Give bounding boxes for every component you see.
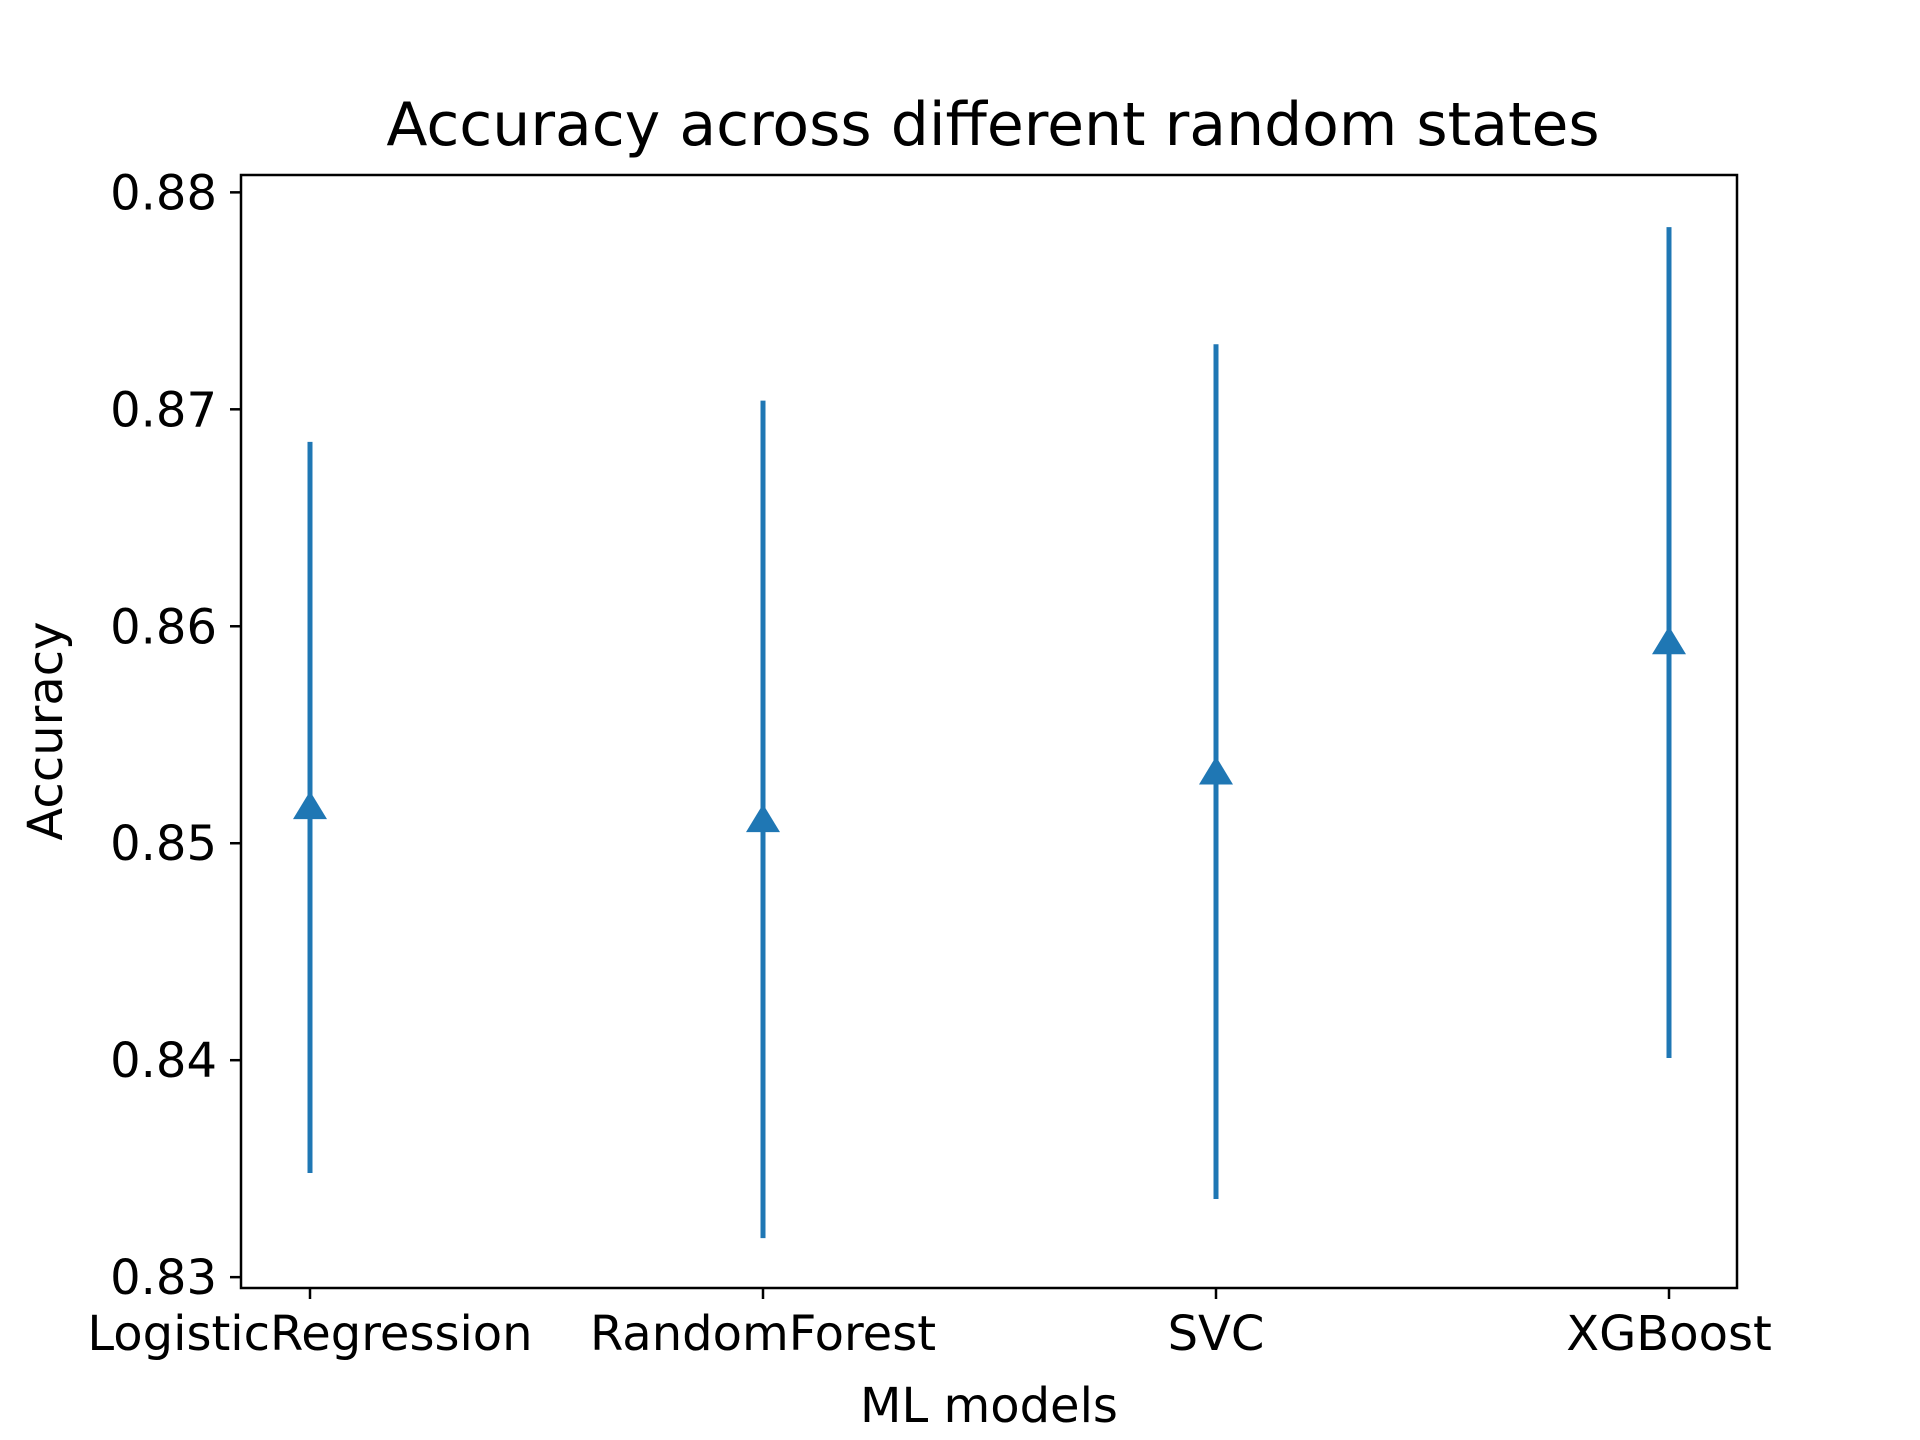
x-axis-label: ML models bbox=[860, 1378, 1118, 1434]
x-tick-label: XGBoost bbox=[1566, 1306, 1772, 1362]
data-point-marker bbox=[293, 791, 327, 820]
y-axis: 0.83 0.84 0.85 0.86 0.87 0.88 bbox=[110, 165, 241, 1306]
y-tick-label: 0.88 bbox=[110, 165, 217, 221]
data-point-marker bbox=[1652, 626, 1686, 655]
y-tick-label: 0.86 bbox=[110, 599, 217, 655]
x-tick-label: SVC bbox=[1168, 1306, 1265, 1362]
y-tick-label: 0.84 bbox=[110, 1033, 217, 1089]
plot-frame bbox=[239, 173, 1739, 1290]
errorbar-layer bbox=[293, 227, 1686, 1239]
x-tick-label: LogisticRegression bbox=[87, 1306, 532, 1362]
y-axis-label: Accuracy bbox=[18, 621, 74, 840]
data-point-marker bbox=[746, 804, 780, 833]
x-axis: LogisticRegression RandomForest SVC XGBoost bbox=[87, 1288, 1772, 1362]
data-point-marker bbox=[1199, 756, 1233, 785]
y-tick-label: 0.83 bbox=[110, 1250, 217, 1306]
chart-title: Accuracy across different random states bbox=[386, 90, 1599, 160]
y-tick-label: 0.87 bbox=[110, 382, 217, 438]
x-tick-label: RandomForest bbox=[590, 1306, 936, 1362]
y-tick-label: 0.85 bbox=[110, 816, 217, 872]
